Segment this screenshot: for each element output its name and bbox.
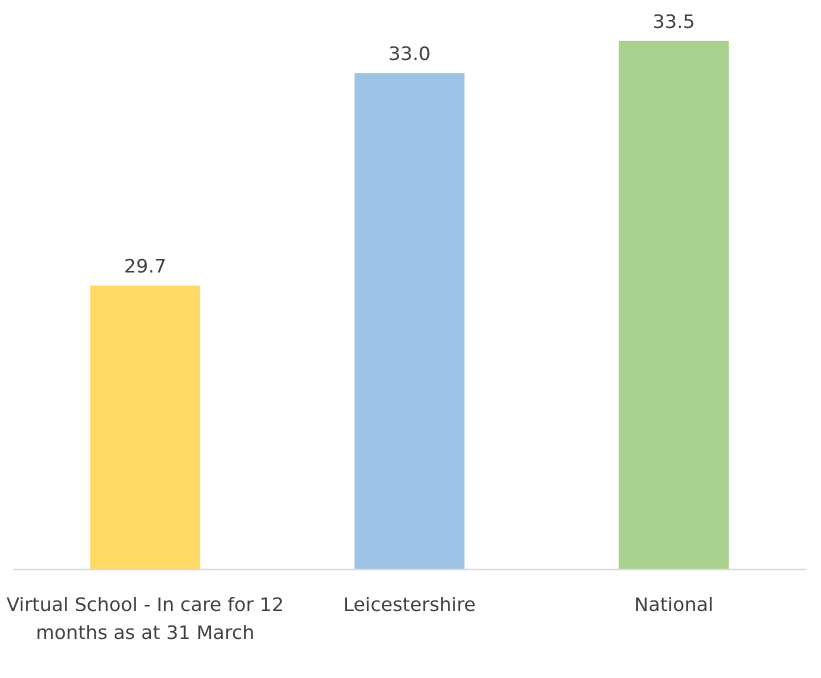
bar-2 [354, 73, 465, 569]
category-label-3: National [634, 594, 714, 616]
category-label-1: Virtual School - In care for 12 months a… [6, 594, 284, 644]
bar-1 [90, 285, 201, 569]
data-label-2: 33.0 [388, 43, 430, 65]
data-label-3: 33.5 [653, 11, 695, 33]
category-label-2: Leicestershire [343, 594, 476, 616]
bar-3 [618, 40, 729, 569]
bars-layer [90, 40, 729, 569]
value-labels-layer: 29.7 33.0 33.5 [124, 11, 695, 278]
data-label-1: 29.7 [124, 256, 166, 278]
